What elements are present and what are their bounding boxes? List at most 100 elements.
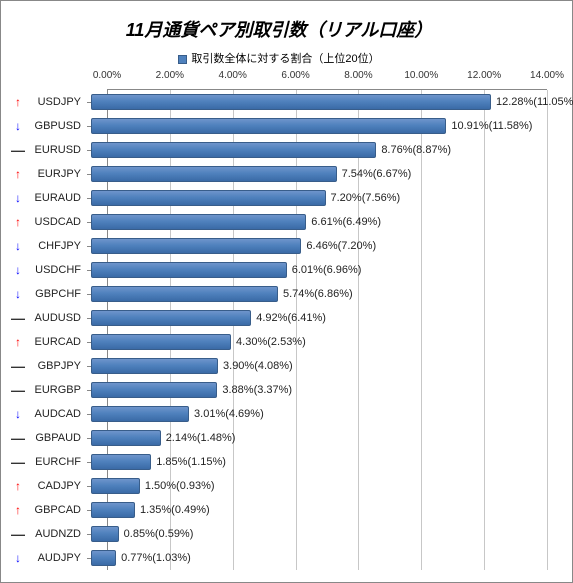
bar-cell: 4.30%(2.53%)	[91, 330, 547, 354]
pair-label: EURGBP	[25, 384, 87, 396]
pair-label: EURCHF	[25, 456, 87, 468]
legend-label: 取引数全体に対する割合（上位20位）	[191, 53, 379, 65]
bar-cell: 0.85%(0.59%)	[91, 522, 547, 546]
chart-row: ↓CHFJPY 6.46%(7.20%)	[11, 234, 547, 258]
chart-title: 11月通貨ペア別取引数（リアル口座）	[11, 16, 547, 42]
chart-row: —AUDNZD0.85%(0.59%)	[11, 522, 547, 546]
bar-cell: 2.14%(1.48%)	[91, 426, 547, 450]
bar	[91, 286, 278, 302]
bar	[91, 262, 287, 278]
bar	[91, 454, 151, 470]
pair-label: USDJPY	[25, 96, 87, 108]
value-label: 12.28%(11.05%)	[496, 96, 573, 108]
chart-row: ↓GBPCHF 5.74%(6.86%)	[11, 282, 547, 306]
pair-label: GBPUSD	[25, 120, 87, 132]
chart-row: ↑CADJPY1.50%(0.93%)	[11, 474, 547, 498]
pair-label: USDCAD	[25, 216, 87, 228]
bar-cell: 12.28%(11.05%)	[91, 90, 547, 114]
x-tick-label: 6.00%	[281, 70, 309, 81]
x-tick-label: 12.00%	[467, 70, 501, 81]
value-label: 6.01%(6.96%)	[292, 264, 362, 276]
value-label: 4.30%(2.53%)	[236, 336, 306, 348]
bar-cell: 6.61%(6.49%)	[91, 210, 547, 234]
pair-label: CHFJPY	[25, 240, 87, 252]
chart-row: —EURUSD 8.76%(8.87%)	[11, 138, 547, 162]
value-label: 2.14%(1.48%)	[166, 432, 236, 444]
trend-arrow-icon: ↓	[11, 119, 25, 133]
trend-arrow-icon: —	[11, 430, 25, 446]
gridline	[547, 90, 548, 570]
bar-cell: 8.76%(8.87%)	[91, 138, 547, 162]
value-label: 6.46%(7.20%)	[306, 240, 376, 252]
value-label: 8.76%(8.87%)	[381, 144, 451, 156]
chart-row: ↑USDCAD 6.61%(6.49%)	[11, 210, 547, 234]
pair-label: USDCHF	[25, 264, 87, 276]
bar	[91, 406, 189, 422]
value-label: 5.74%(6.86%)	[283, 288, 353, 300]
chart-row: ↑EURCAD4.30%(2.53%)	[11, 330, 547, 354]
chart-row: ↓AUDJPY0.77%(1.03%)	[11, 546, 547, 570]
pair-label: EURUSD	[25, 144, 87, 156]
bar	[91, 238, 301, 254]
bar	[91, 214, 306, 230]
trend-arrow-icon: ↓	[11, 239, 25, 253]
trend-arrow-icon: ↑	[11, 95, 25, 109]
bar-cell: 6.01%(6.96%)	[91, 258, 547, 282]
pair-label: GBPJPY	[25, 360, 87, 372]
chart-row: —AUDUSD4.92%(6.41%)	[11, 306, 547, 330]
bar-cell: 5.74%(6.86%)	[91, 282, 547, 306]
x-tick-label: 8.00%	[344, 70, 372, 81]
bar	[91, 190, 326, 206]
x-tick-label: 2.00%	[156, 70, 184, 81]
chart-row: ↑EURJPY 7.54%(6.67%)	[11, 162, 547, 186]
bar	[91, 382, 217, 398]
bar-cell: 6.46%(7.20%)	[91, 234, 547, 258]
trend-arrow-icon: —	[11, 310, 25, 326]
x-tick-label: 4.00%	[219, 70, 247, 81]
value-label: 7.54%(6.67%)	[342, 168, 412, 180]
chart-row: ↓USDCHF 6.01%(6.96%)	[11, 258, 547, 282]
pair-label: AUDNZD	[25, 528, 87, 540]
bar	[91, 478, 140, 494]
x-tick-label: 14.00%	[530, 70, 564, 81]
trend-arrow-icon: —	[11, 142, 25, 158]
bar	[91, 358, 218, 374]
trend-arrow-icon: ↓	[11, 263, 25, 277]
chart-row: ↑GBPCAD1.35%(0.49%)	[11, 498, 547, 522]
bar	[91, 142, 376, 158]
plot-area: ↑USDJPY12.28%(11.05%)↓GBPUSD10.91%(11.58…	[107, 90, 547, 570]
chart-row: ↑USDJPY 12.28%(11.05%)	[11, 90, 547, 114]
chart-row: ↓EURAUD 7.20%(7.56%)	[11, 186, 547, 210]
value-label: 6.61%(6.49%)	[311, 216, 381, 228]
value-label: 1.50%(0.93%)	[145, 480, 215, 492]
chart-row: ↓GBPUSD 10.91%(11.58%)	[11, 114, 547, 138]
bar	[91, 334, 231, 350]
value-label: 0.77%(1.03%)	[121, 552, 191, 564]
pair-label: EURAUD	[25, 192, 87, 204]
bar-cell: 10.91%(11.58%)	[91, 114, 547, 138]
bar-cell: 1.50%(0.93%)	[91, 474, 547, 498]
x-tick-label: 0.00%	[93, 70, 121, 81]
value-label: 7.20%(7.56%)	[331, 192, 401, 204]
bar	[91, 526, 119, 542]
trend-arrow-icon: ↑	[11, 479, 25, 493]
x-tick-label: 10.00%	[404, 70, 438, 81]
chart-row: —EURGBP3.88%(3.37%)	[11, 378, 547, 402]
pair-label: GBPCAD	[25, 504, 87, 516]
trend-arrow-icon: ↓	[11, 287, 25, 301]
bar-cell: 0.77%(1.03%)	[91, 546, 547, 570]
pair-label: GBPAUD	[25, 432, 87, 444]
bar-cell: 7.20%(7.56%)	[91, 186, 547, 210]
pair-label: GBPCHF	[25, 288, 87, 300]
bar	[91, 166, 337, 182]
trend-arrow-icon: ↓	[11, 191, 25, 205]
bar-cell: 1.85%(1.15%)	[91, 450, 547, 474]
pair-label: AUDCAD	[25, 408, 87, 420]
pair-label: EURJPY	[25, 168, 87, 180]
bar	[91, 502, 135, 518]
bar	[91, 94, 491, 110]
trend-arrow-icon: ↑	[11, 167, 25, 181]
trend-arrow-icon: ↑	[11, 215, 25, 229]
bar-cell: 4.92%(6.41%)	[91, 306, 547, 330]
chart-row: —EURCHF1.85%(1.15%)	[11, 450, 547, 474]
